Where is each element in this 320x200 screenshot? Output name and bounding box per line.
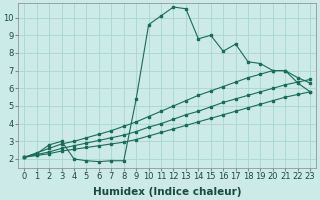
X-axis label: Humidex (Indice chaleur): Humidex (Indice chaleur) <box>93 187 242 197</box>
